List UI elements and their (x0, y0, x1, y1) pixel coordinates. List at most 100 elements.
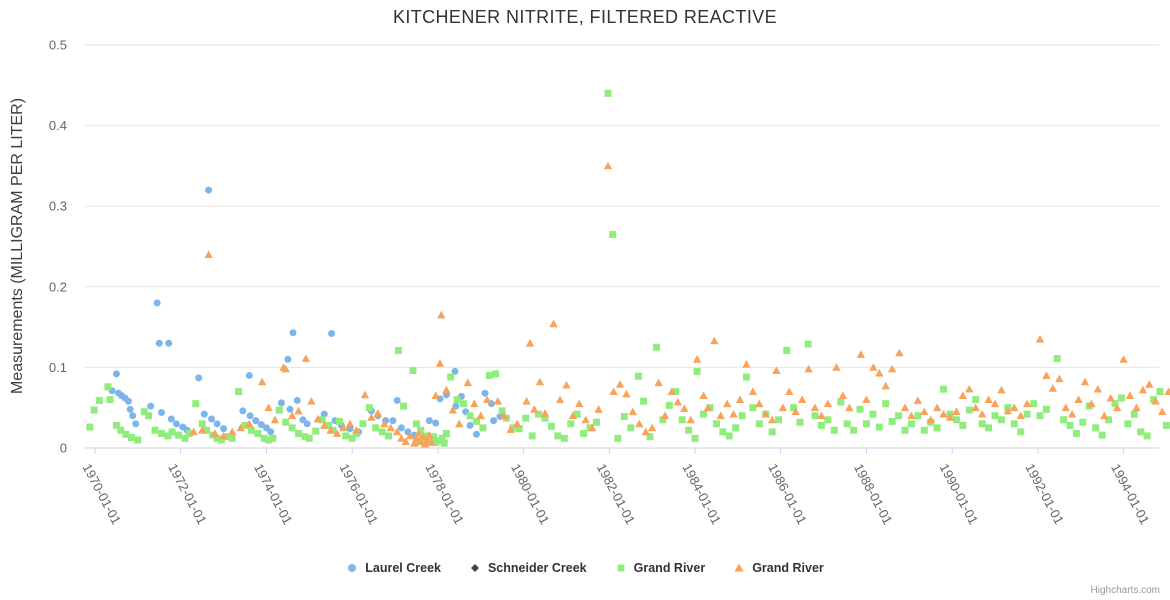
data-point[interactable] (227, 427, 237, 436)
data-point[interactable] (360, 390, 370, 399)
data-point[interactable] (352, 426, 361, 434)
data-point[interactable] (153, 299, 161, 307)
data-point[interactable] (783, 346, 791, 354)
data-point[interactable] (104, 383, 112, 391)
data-point[interactable] (900, 403, 910, 412)
data-point[interactable] (435, 359, 445, 367)
data-point[interactable] (914, 412, 922, 420)
data-point[interactable] (420, 439, 430, 448)
data-point[interactable] (267, 428, 275, 436)
data-point[interactable] (1093, 384, 1103, 393)
data-point[interactable] (1164, 387, 1170, 395)
legend-item-grand-river-square[interactable]: Grand River (615, 561, 705, 575)
data-point[interactable] (106, 396, 114, 404)
data-point[interactable] (205, 186, 213, 194)
data-point[interactable] (1030, 400, 1038, 408)
data-point[interactable] (712, 420, 720, 428)
data-point[interactable] (875, 423, 883, 431)
data-point[interactable] (901, 426, 909, 434)
data-point[interactable] (490, 417, 498, 425)
data-point[interactable] (425, 430, 434, 439)
data-point[interactable] (401, 437, 410, 445)
data-point[interactable] (959, 421, 967, 429)
data-point[interactable] (318, 416, 326, 424)
data-point[interactable] (189, 427, 198, 436)
data-point[interactable] (1130, 410, 1138, 418)
data-point[interactable] (522, 397, 531, 405)
data-point[interactable] (210, 429, 220, 437)
data-point[interactable] (147, 402, 155, 410)
data-point[interactable] (678, 416, 686, 424)
data-point[interactable] (555, 395, 565, 404)
data-point[interactable] (562, 380, 571, 389)
data-point[interactable] (220, 425, 228, 433)
data-point[interactable] (525, 339, 535, 347)
data-point[interactable] (609, 230, 617, 238)
data-point[interactable] (463, 378, 473, 387)
data-point[interactable] (197, 426, 207, 434)
data-point[interactable] (761, 409, 770, 418)
data-point[interactable] (609, 387, 618, 395)
data-point[interactable] (414, 429, 423, 437)
data-point[interactable] (134, 436, 142, 444)
data-point[interactable] (768, 428, 776, 436)
data-point[interactable] (748, 387, 758, 395)
data-point[interactable] (200, 410, 208, 418)
data-point[interactable] (541, 414, 549, 422)
data-point[interactable] (646, 433, 654, 441)
data-point[interactable] (198, 420, 206, 428)
data-point[interactable] (277, 399, 285, 407)
data-point[interactable] (422, 435, 432, 444)
data-point[interactable] (320, 421, 329, 429)
data-point[interactable] (447, 373, 455, 381)
data-point[interactable] (466, 421, 474, 429)
data-point[interactable] (1042, 371, 1051, 379)
data-point[interactable] (224, 433, 232, 441)
data-point[interactable] (686, 415, 695, 424)
data-point[interactable] (294, 406, 303, 415)
data-point[interactable] (824, 416, 832, 424)
data-point[interactable] (500, 411, 509, 420)
data-point[interactable] (335, 417, 343, 425)
data-point[interactable] (293, 396, 301, 404)
data-point[interactable] (129, 412, 137, 420)
data-point[interactable] (252, 417, 260, 425)
data-point[interactable] (856, 350, 866, 358)
data-point[interactable] (843, 420, 851, 428)
data-point[interactable] (155, 339, 163, 347)
data-point[interactable] (716, 411, 725, 420)
highcharts-credit[interactable]: Highcharts.com (1090, 585, 1160, 596)
data-point[interactable] (732, 424, 740, 432)
data-point[interactable] (412, 420, 420, 428)
data-point[interactable] (978, 420, 986, 428)
data-point[interactable] (425, 417, 433, 425)
data-point[interactable] (587, 423, 597, 432)
data-point[interactable] (416, 437, 425, 445)
data-point[interactable] (506, 425, 515, 433)
data-point[interactable] (1098, 431, 1106, 439)
data-point[interactable] (453, 396, 461, 404)
data-point[interactable] (738, 412, 746, 420)
data-point[interactable] (479, 424, 487, 432)
data-point[interactable] (856, 405, 864, 413)
data-point[interactable] (359, 420, 367, 428)
data-point[interactable] (997, 416, 1005, 424)
data-point[interactable] (1145, 380, 1154, 388)
data-point[interactable] (604, 89, 612, 97)
data-point[interactable] (971, 403, 980, 412)
data-point[interactable] (823, 399, 833, 408)
data-point[interactable] (685, 426, 693, 434)
data-point[interactable] (640, 397, 648, 405)
data-point[interactable] (887, 364, 897, 373)
data-point[interactable] (673, 397, 683, 406)
data-point[interactable] (1143, 432, 1151, 440)
data-point[interactable] (1124, 420, 1132, 428)
data-point[interactable] (522, 414, 530, 422)
data-point[interactable] (785, 387, 794, 395)
data-point[interactable] (286, 405, 294, 413)
data-point[interactable] (512, 419, 522, 428)
data-point[interactable] (1066, 421, 1074, 429)
data-point[interactable] (791, 407, 800, 416)
data-point[interactable] (145, 412, 153, 420)
data-point[interactable] (1092, 424, 1100, 432)
